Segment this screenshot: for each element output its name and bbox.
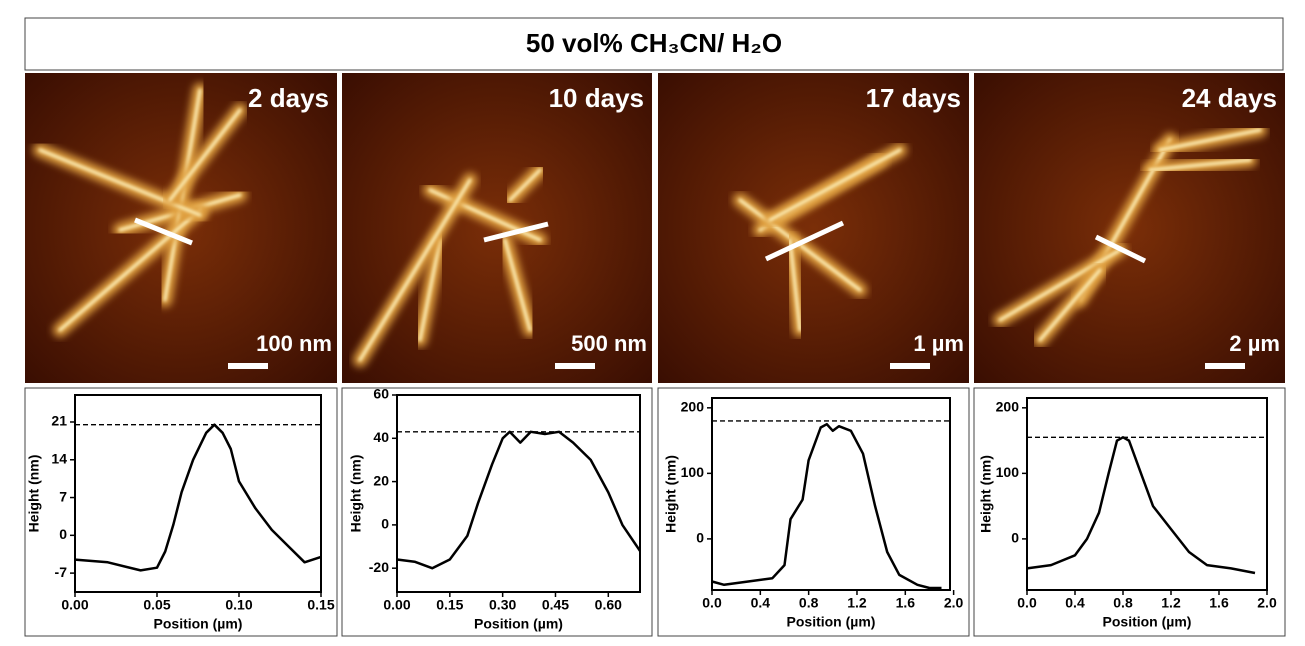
x-tick-label: 0.8 <box>1113 595 1133 611</box>
x-tick-label: 0.15 <box>436 597 463 613</box>
x-tick-label: 2.0 <box>944 595 964 611</box>
fibril <box>503 238 532 332</box>
y-tick-label: 0 <box>381 516 389 532</box>
plot-area <box>396 394 641 593</box>
profile-line <box>74 423 322 572</box>
y-tick-label: -7 <box>55 564 68 580</box>
x-tick-label: 1.6 <box>896 595 916 611</box>
y-tick-label: 14 <box>51 450 67 466</box>
probe-line <box>134 217 193 246</box>
y-tick-label: 0 <box>1011 530 1019 546</box>
x-tick-label: 0.0 <box>1017 595 1037 611</box>
plot-area <box>711 397 951 591</box>
plot-area <box>74 394 322 593</box>
y-tick-label: 200 <box>681 399 705 415</box>
probe-line <box>483 221 549 243</box>
plot-area <box>1026 397 1268 591</box>
y-tick-label: 40 <box>373 429 389 445</box>
y-tick-label: 0 <box>696 530 704 546</box>
fibril <box>788 238 802 332</box>
x-tick-label: 1.2 <box>847 595 867 611</box>
scale-bar <box>1205 363 1245 369</box>
x-tick-label: 0.60 <box>595 597 622 613</box>
y-tick-label: 20 <box>373 472 389 488</box>
probe-line <box>764 220 845 262</box>
image-label: 17 days <box>866 83 961 113</box>
x-tick-label: 0.00 <box>61 597 88 613</box>
x-axis-label: Position (µm) <box>787 614 876 630</box>
x-tick-label: 0.8 <box>799 595 819 611</box>
scale-bar <box>890 363 930 369</box>
plot-panel <box>657 387 970 637</box>
afm-image <box>658 73 969 383</box>
x-tick-label: 0.10 <box>225 597 252 613</box>
fibril <box>358 178 472 362</box>
fibril <box>508 168 542 202</box>
fibril <box>998 248 1122 322</box>
fibril <box>58 208 202 332</box>
fibril <box>1038 268 1102 342</box>
y-tick-label: -20 <box>369 559 389 575</box>
image-label: 2 days <box>248 83 329 113</box>
y-tick-label: 7 <box>59 488 67 504</box>
scale-bar <box>228 363 268 369</box>
y-tick-label: 100 <box>681 464 705 480</box>
scale-bar-label: 100 nm <box>256 331 332 356</box>
x-axis-label: Position (µm) <box>1103 614 1192 630</box>
x-tick-label: 1.2 <box>1161 595 1181 611</box>
fibril <box>418 238 442 342</box>
scale-bar-label: 1 µm <box>913 331 964 356</box>
x-tick-label: 2.0 <box>1257 595 1277 611</box>
probe-line <box>1094 234 1147 264</box>
image-label: 24 days <box>1182 83 1277 113</box>
figure-title: 50 vol% CH₃CN/ H₂O <box>526 28 782 58</box>
fibril <box>768 148 902 222</box>
profile-line <box>396 430 642 570</box>
x-tick-label: 0.4 <box>751 595 771 611</box>
x-tick-label: 0.30 <box>489 597 516 613</box>
image-label: 10 days <box>549 83 644 113</box>
x-axis-label: Position (µm) <box>154 616 243 632</box>
x-tick-label: 1.6 <box>1209 595 1229 611</box>
y-tick-label: 0 <box>59 526 67 542</box>
plot-panel <box>973 387 1286 637</box>
fibril <box>1148 158 1252 172</box>
y-axis-label: Height (nm) <box>978 455 994 533</box>
scale-bar-label: 500 nm <box>571 331 647 356</box>
y-tick-label: 21 <box>51 413 67 429</box>
fibril <box>168 108 242 202</box>
profile-line <box>711 422 942 590</box>
scale-bar-label: 2 µm <box>1229 331 1280 356</box>
title-box <box>24 17 1284 71</box>
y-axis-label: Height (nm) <box>348 455 364 533</box>
y-tick-label: 200 <box>996 399 1020 415</box>
profile-line <box>1026 436 1256 575</box>
fibril <box>1158 128 1262 152</box>
plot-panel <box>341 387 653 637</box>
x-tick-label: 0.00 <box>383 597 410 613</box>
y-axis-label: Height (nm) <box>663 455 679 533</box>
scale-bar <box>555 363 595 369</box>
x-axis-label: Position (µm) <box>474 616 563 632</box>
x-tick-label: 0.4 <box>1065 595 1085 611</box>
x-tick-label: 0.45 <box>542 597 569 613</box>
y-tick-label: 100 <box>996 464 1020 480</box>
plot-panel <box>24 387 338 637</box>
x-tick-label: 0.0 <box>702 595 722 611</box>
x-tick-label: 0.15 <box>307 597 334 613</box>
afm-image <box>974 73 1285 383</box>
x-tick-label: 0.05 <box>143 597 170 613</box>
y-tick-label: 60 <box>373 386 389 402</box>
y-axis-label: Height (nm) <box>26 455 42 533</box>
